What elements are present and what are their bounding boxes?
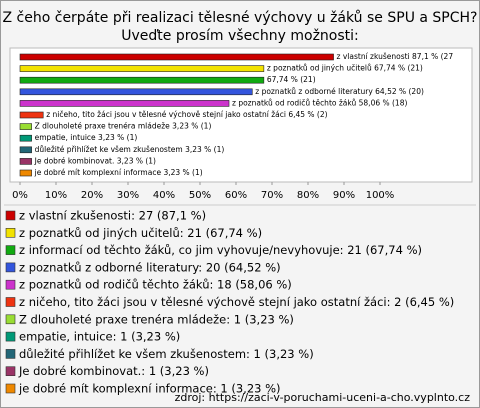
legend-label: z informací od těchto žáků, co jim vyhov… (19, 243, 422, 257)
legend-label: z poznatků z odborné literatury: 20 (64,… (19, 260, 281, 274)
source: zdroj: https://zaci-v-poruchami-uceni-a-… (175, 391, 471, 404)
bar (19, 100, 230, 107)
value-label: Je dobré kombinovat. 3,23 % (1) (34, 156, 156, 165)
legend-label: Je dobré kombinovat.: 1 (3,23 %) (18, 364, 209, 378)
x-tick-label: 60% (225, 190, 247, 201)
x-tick-label: 10% (45, 190, 67, 201)
bar (19, 169, 32, 177)
bar (19, 158, 32, 165)
value-label: z vlastní zkušenosti 87,1 % (27 (337, 52, 454, 61)
bar (19, 88, 253, 96)
legend-label: je dobré mít komplexní informace: 1 (3,2… (18, 382, 281, 396)
x-tick-label: 90% (333, 190, 355, 201)
legend-swatch (5, 262, 16, 273)
bar (19, 53, 334, 61)
value-label: důležité přihlížet ke všem zkušenostem 3… (35, 145, 225, 154)
chart-subtitle: Uveďte prosím všechny možnosti: (121, 28, 359, 44)
legend-swatch (5, 228, 16, 238)
value-label: z ničeho, tito žáci jsou v tělesné výcho… (46, 110, 327, 119)
legend-swatch (5, 383, 16, 394)
bar (19, 146, 32, 154)
value-label: z poznatků od rodičů těchto žáků 58,06 %… (232, 98, 407, 107)
value-label: Z dlouholeté praxe trenéra mládeže 3,23 … (35, 122, 212, 131)
legend-swatch (5, 331, 16, 342)
legend-swatch (5, 366, 16, 377)
value-label: empatie, intuice 3,23 % (1) (35, 133, 138, 142)
chart-title: Z čeho čerpáte při realizaci tělesné výc… (3, 10, 478, 26)
bar (19, 76, 265, 84)
legend-swatch (5, 245, 16, 255)
bar (19, 134, 32, 142)
value-label: je dobré mít komplexní informace 3,23 % … (34, 168, 203, 177)
x-tick-label: 0% (12, 190, 28, 201)
x-tick-label: 80% (297, 190, 319, 201)
x-tick-label: 70% (261, 190, 283, 201)
legend-swatch (5, 349, 16, 359)
legend-label: z poznatků od rodičů těchto žáků: 18 (58… (19, 278, 292, 292)
bar (19, 65, 265, 72)
value-label: z poznatků z odborné literatury 64,52 % … (255, 87, 424, 96)
value-label: 67,74 % (21) (267, 75, 316, 84)
legend-label: důležité přihlížet ke všem zkušenostem: … (19, 347, 314, 361)
legend-label: z vlastní zkušenosti: 27 (87,1 %) (19, 209, 206, 223)
legend-label: empatie, intuice: 1 (3,23 %) (19, 330, 180, 344)
legend-swatch (5, 210, 16, 221)
legend-label: Z dlouholeté praxe trenéra mládeže: 1 (3… (19, 312, 294, 326)
value-label: z poznatků od jiných učitelů 67,74 % (21… (267, 64, 423, 73)
x-tick-label: 40% (153, 190, 175, 201)
legend-label: z poznatků od jiných učitelů: 21 (67,74 … (19, 226, 262, 240)
x-tick-label: 30% (117, 190, 139, 201)
legend-swatch (5, 314, 16, 325)
x-tick-label: 100% (366, 190, 395, 201)
x-tick-label: 20% (81, 190, 103, 201)
legend-swatch (5, 279, 16, 290)
bar (19, 111, 44, 119)
legend-label: z ničeho, tito žáci jsou v tělesné výcho… (19, 295, 454, 309)
x-tick-label: 50% (189, 190, 211, 201)
bar (19, 123, 32, 130)
legend-swatch (5, 297, 16, 307)
